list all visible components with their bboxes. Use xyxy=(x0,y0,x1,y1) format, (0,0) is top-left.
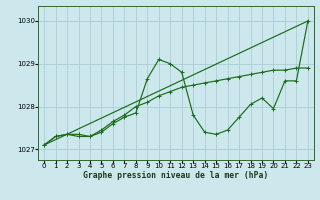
X-axis label: Graphe pression niveau de la mer (hPa): Graphe pression niveau de la mer (hPa) xyxy=(84,171,268,180)
